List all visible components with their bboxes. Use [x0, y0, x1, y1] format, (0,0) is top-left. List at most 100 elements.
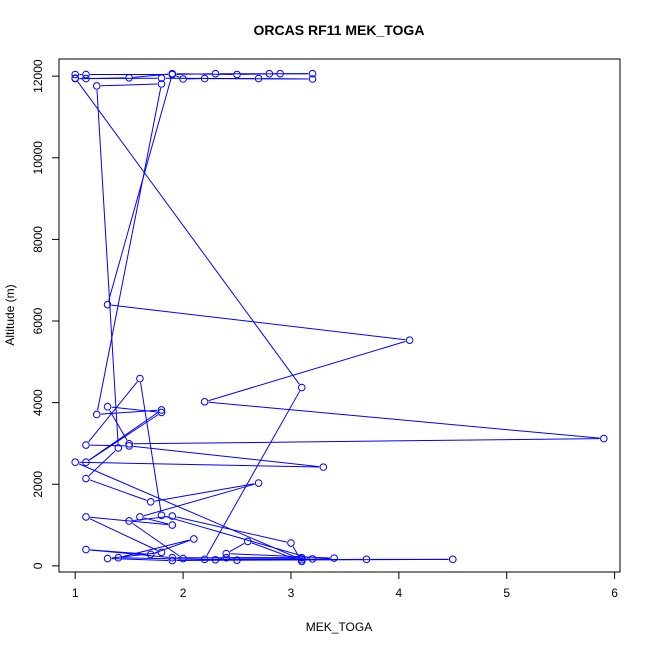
data-point	[222, 549, 231, 558]
y-axis: 0 2000 4000 6000 8000 10000 12000	[31, 59, 60, 569]
y-tick-label: 12000	[31, 59, 45, 93]
series-segment	[89, 479, 147, 501]
data-point	[600, 434, 608, 443]
data-point	[200, 74, 209, 83]
series-segment	[241, 558, 449, 561]
data-point	[82, 70, 90, 79]
series-points	[71, 69, 608, 566]
data-point	[276, 69, 284, 78]
series-segment	[154, 483, 255, 502]
series-segment	[77, 81, 300, 385]
series-segment	[100, 409, 158, 415]
data-point	[157, 80, 166, 88]
series-segment	[78, 463, 299, 559]
series-segment	[100, 83, 158, 87]
data-point	[103, 402, 112, 411]
data-point	[125, 440, 133, 448]
data-point	[82, 441, 90, 449]
y-tick-label: 0	[31, 562, 45, 569]
data-point	[362, 555, 371, 564]
y-tick-label: 8000	[31, 226, 45, 253]
series-segment	[251, 542, 298, 561]
series-segment	[90, 516, 169, 526]
data-point	[71, 74, 79, 82]
series-segment	[97, 87, 162, 411]
series-segment	[96, 90, 119, 444]
data-point	[211, 69, 220, 78]
y-tick-label: 2000	[31, 471, 45, 498]
data-point	[114, 444, 123, 452]
data-point	[254, 74, 263, 83]
data-point	[103, 300, 112, 309]
data-point	[200, 398, 209, 406]
data-point	[82, 74, 90, 83]
data-point	[82, 474, 90, 483]
data-point	[233, 556, 241, 564]
series-segment	[187, 558, 212, 561]
data-point	[157, 511, 166, 520]
x-tick-label: 5	[503, 586, 510, 600]
data-point	[297, 553, 306, 562]
series-segment	[133, 445, 320, 468]
data-point	[125, 73, 133, 82]
series-lines	[77, 73, 600, 562]
data-point	[308, 75, 317, 83]
x-tick-label: 3	[288, 586, 295, 600]
data-point	[157, 406, 166, 414]
data-point	[405, 336, 414, 344]
data-point	[330, 554, 338, 562]
data-point	[125, 442, 133, 450]
data-point	[233, 70, 241, 79]
data-point	[168, 70, 177, 78]
series-segment	[154, 539, 191, 554]
data-point	[92, 410, 101, 419]
data-point	[308, 555, 317, 563]
data-point	[243, 537, 252, 546]
data-point	[125, 517, 133, 525]
data-point	[146, 550, 155, 559]
series-segment	[143, 483, 255, 517]
series-segment	[140, 382, 162, 512]
series-segment	[111, 552, 158, 559]
series-segment	[90, 444, 125, 447]
data-point	[82, 458, 90, 467]
data-point	[71, 70, 79, 79]
series-segment	[90, 549, 169, 558]
series-segment	[208, 340, 406, 402]
data-point	[200, 555, 209, 564]
data-point	[71, 458, 79, 467]
series-segment	[176, 73, 233, 75]
data-point	[157, 408, 166, 417]
series-segment	[165, 515, 309, 559]
series-segment	[206, 390, 301, 556]
data-point	[82, 513, 90, 521]
data-point	[168, 512, 177, 520]
series-segment	[133, 438, 600, 445]
series-segment	[111, 304, 406, 341]
series-segment	[89, 518, 158, 552]
data-point	[92, 82, 101, 90]
data-point	[308, 69, 317, 78]
y-axis-label: Altitude (m)	[3, 284, 17, 345]
data-point	[168, 553, 177, 562]
data-point	[254, 479, 263, 487]
x-tick-label: 6	[611, 586, 618, 600]
x-axis-label: MEK_TOGA	[306, 620, 372, 634]
data-point	[82, 545, 90, 554]
x-tick-label: 4	[395, 586, 402, 600]
data-point	[146, 498, 155, 506]
data-point	[190, 535, 198, 543]
data-point	[265, 69, 274, 78]
data-point	[319, 463, 328, 471]
data-point	[136, 513, 144, 521]
series-segment	[108, 78, 172, 301]
data-point	[179, 554, 187, 563]
x-tick-label: 1	[72, 586, 79, 600]
chart-title: ORCAS RF11 MEK_TOGA	[254, 22, 425, 38]
series-segment	[132, 522, 180, 557]
series-segment	[305, 557, 330, 561]
data-point	[211, 555, 220, 564]
data-point	[103, 554, 112, 563]
series-segment	[79, 461, 320, 468]
